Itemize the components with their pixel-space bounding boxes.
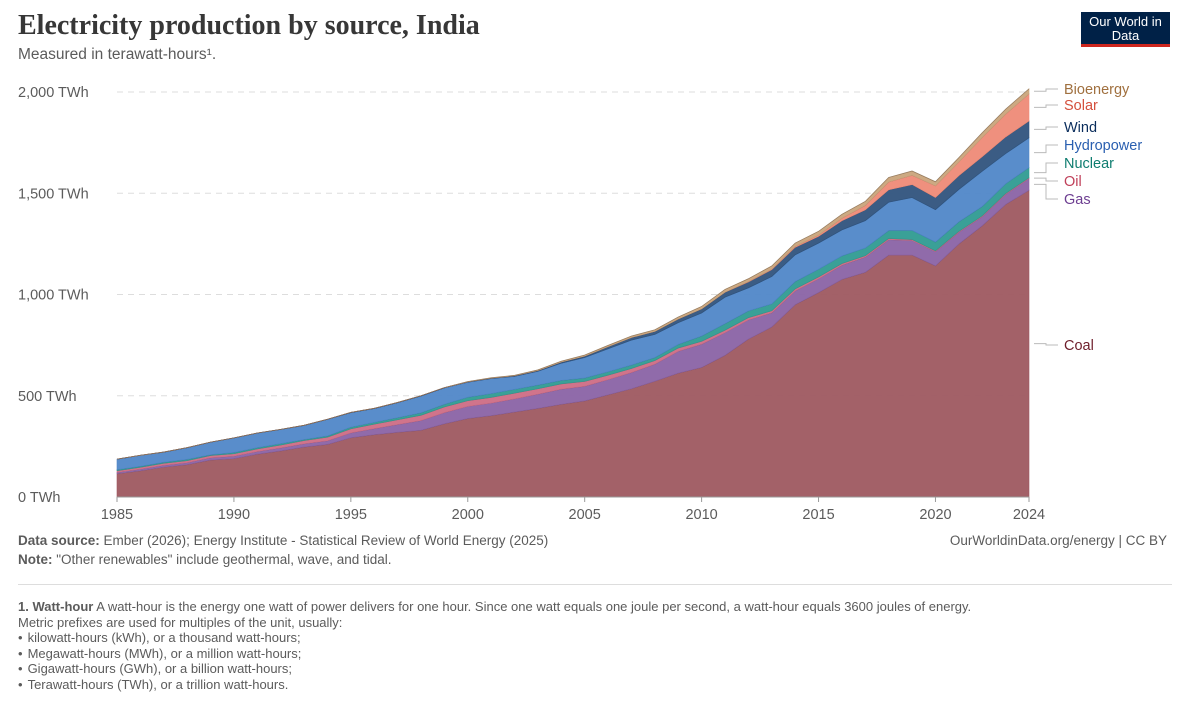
x-tick-label: 2024 bbox=[1013, 507, 1045, 523]
chart-title: Electricity production by source, India bbox=[18, 10, 480, 41]
footnote-item: Terawatt-hours (TWh), or a trillion watt… bbox=[18, 677, 1158, 693]
stacked-area-chart: 0 TWh 500 TWh 1,000 TWh 1,500 TWh 2,000 TWh 1… bbox=[18, 82, 1142, 523]
legend-label-nuclear: Nuclear bbox=[1064, 156, 1114, 172]
footnote: 1. Watt-hour A watt-hour is the energy o… bbox=[18, 599, 1158, 692]
legend-leader-line bbox=[1034, 88, 1058, 92]
source-label: Data source: bbox=[18, 533, 100, 548]
x-tick-label: 1985 bbox=[101, 507, 133, 523]
legend-label-gas: Gas bbox=[1064, 192, 1091, 208]
y-tick-label: 2,000 TWh bbox=[18, 85, 89, 101]
x-tick-label: 2005 bbox=[569, 507, 601, 523]
y-tick-label: 1,000 TWh bbox=[18, 288, 89, 304]
x-tick-label: 1995 bbox=[335, 507, 367, 523]
footnote-label: 1. Watt-hour bbox=[18, 599, 94, 614]
x-tick-label: 2000 bbox=[452, 507, 484, 523]
legend-leader-line bbox=[1034, 144, 1058, 154]
logo-text: Our World in Data bbox=[1089, 14, 1162, 43]
area-edge-bioenergy bbox=[116, 88, 1030, 460]
credit-link[interactable]: OurWorldinData.org/energy | CC BY bbox=[949, 533, 1167, 548]
legend-leader-line bbox=[1034, 183, 1058, 200]
footnote-item: Gigawatt-hours (GWh), or a billion watt-… bbox=[18, 661, 1158, 677]
x-tick-label: 2015 bbox=[802, 507, 834, 523]
x-tick-label: 2010 bbox=[685, 507, 717, 523]
y-tick-label: 500 TWh bbox=[18, 389, 77, 405]
footnote-item: Megawatt-hours (MWh), or a million watt-… bbox=[18, 646, 1158, 662]
note: Note: "Other renewables" include geother… bbox=[18, 552, 392, 567]
legend-leader-line bbox=[1034, 177, 1058, 182]
legend-label-bioenergy: Bioenergy bbox=[1064, 82, 1130, 98]
note-label: Note: bbox=[18, 552, 53, 567]
legend-label-wind: Wind bbox=[1064, 120, 1097, 136]
legend-leader-line bbox=[1034, 162, 1058, 174]
legend-leader-line bbox=[1034, 343, 1058, 346]
divider bbox=[18, 584, 1172, 585]
chart-subtitle: Measured in terawatt-hours¹. bbox=[18, 46, 217, 63]
area-bioenergy bbox=[116, 88, 1030, 460]
legend-leader-line bbox=[1034, 104, 1058, 108]
y-tick-label: 0 TWh bbox=[18, 490, 60, 506]
legend-label-hydropower: Hydropower bbox=[1064, 138, 1142, 154]
footnote-text: A watt-hour is the energy one watt of po… bbox=[96, 599, 972, 614]
owid-logo[interactable]: Our World in Data bbox=[1081, 12, 1170, 47]
legend-label-oil: Oil bbox=[1064, 174, 1082, 190]
data-source: Data source: Ember (2026); Energy Instit… bbox=[18, 533, 548, 548]
note-text: "Other renewables" include geothermal, w… bbox=[56, 552, 392, 567]
legend-label-solar: Solar bbox=[1064, 98, 1098, 114]
x-tick-label: 2020 bbox=[919, 507, 951, 523]
footnote-intro: Metric prefixes are used for multiples o… bbox=[18, 614, 343, 630]
legend-leader-line bbox=[1034, 126, 1058, 130]
footnote-item: kilowatt-hours (kWh), or a thousand watt… bbox=[18, 630, 1158, 646]
legend-label-coal: Coal bbox=[1064, 338, 1094, 354]
source-text: Ember (2026); Energy Institute - Statist… bbox=[103, 533, 549, 548]
y-tick-label: 1,500 TWh bbox=[18, 186, 89, 202]
x-tick-label: 1990 bbox=[218, 507, 250, 523]
